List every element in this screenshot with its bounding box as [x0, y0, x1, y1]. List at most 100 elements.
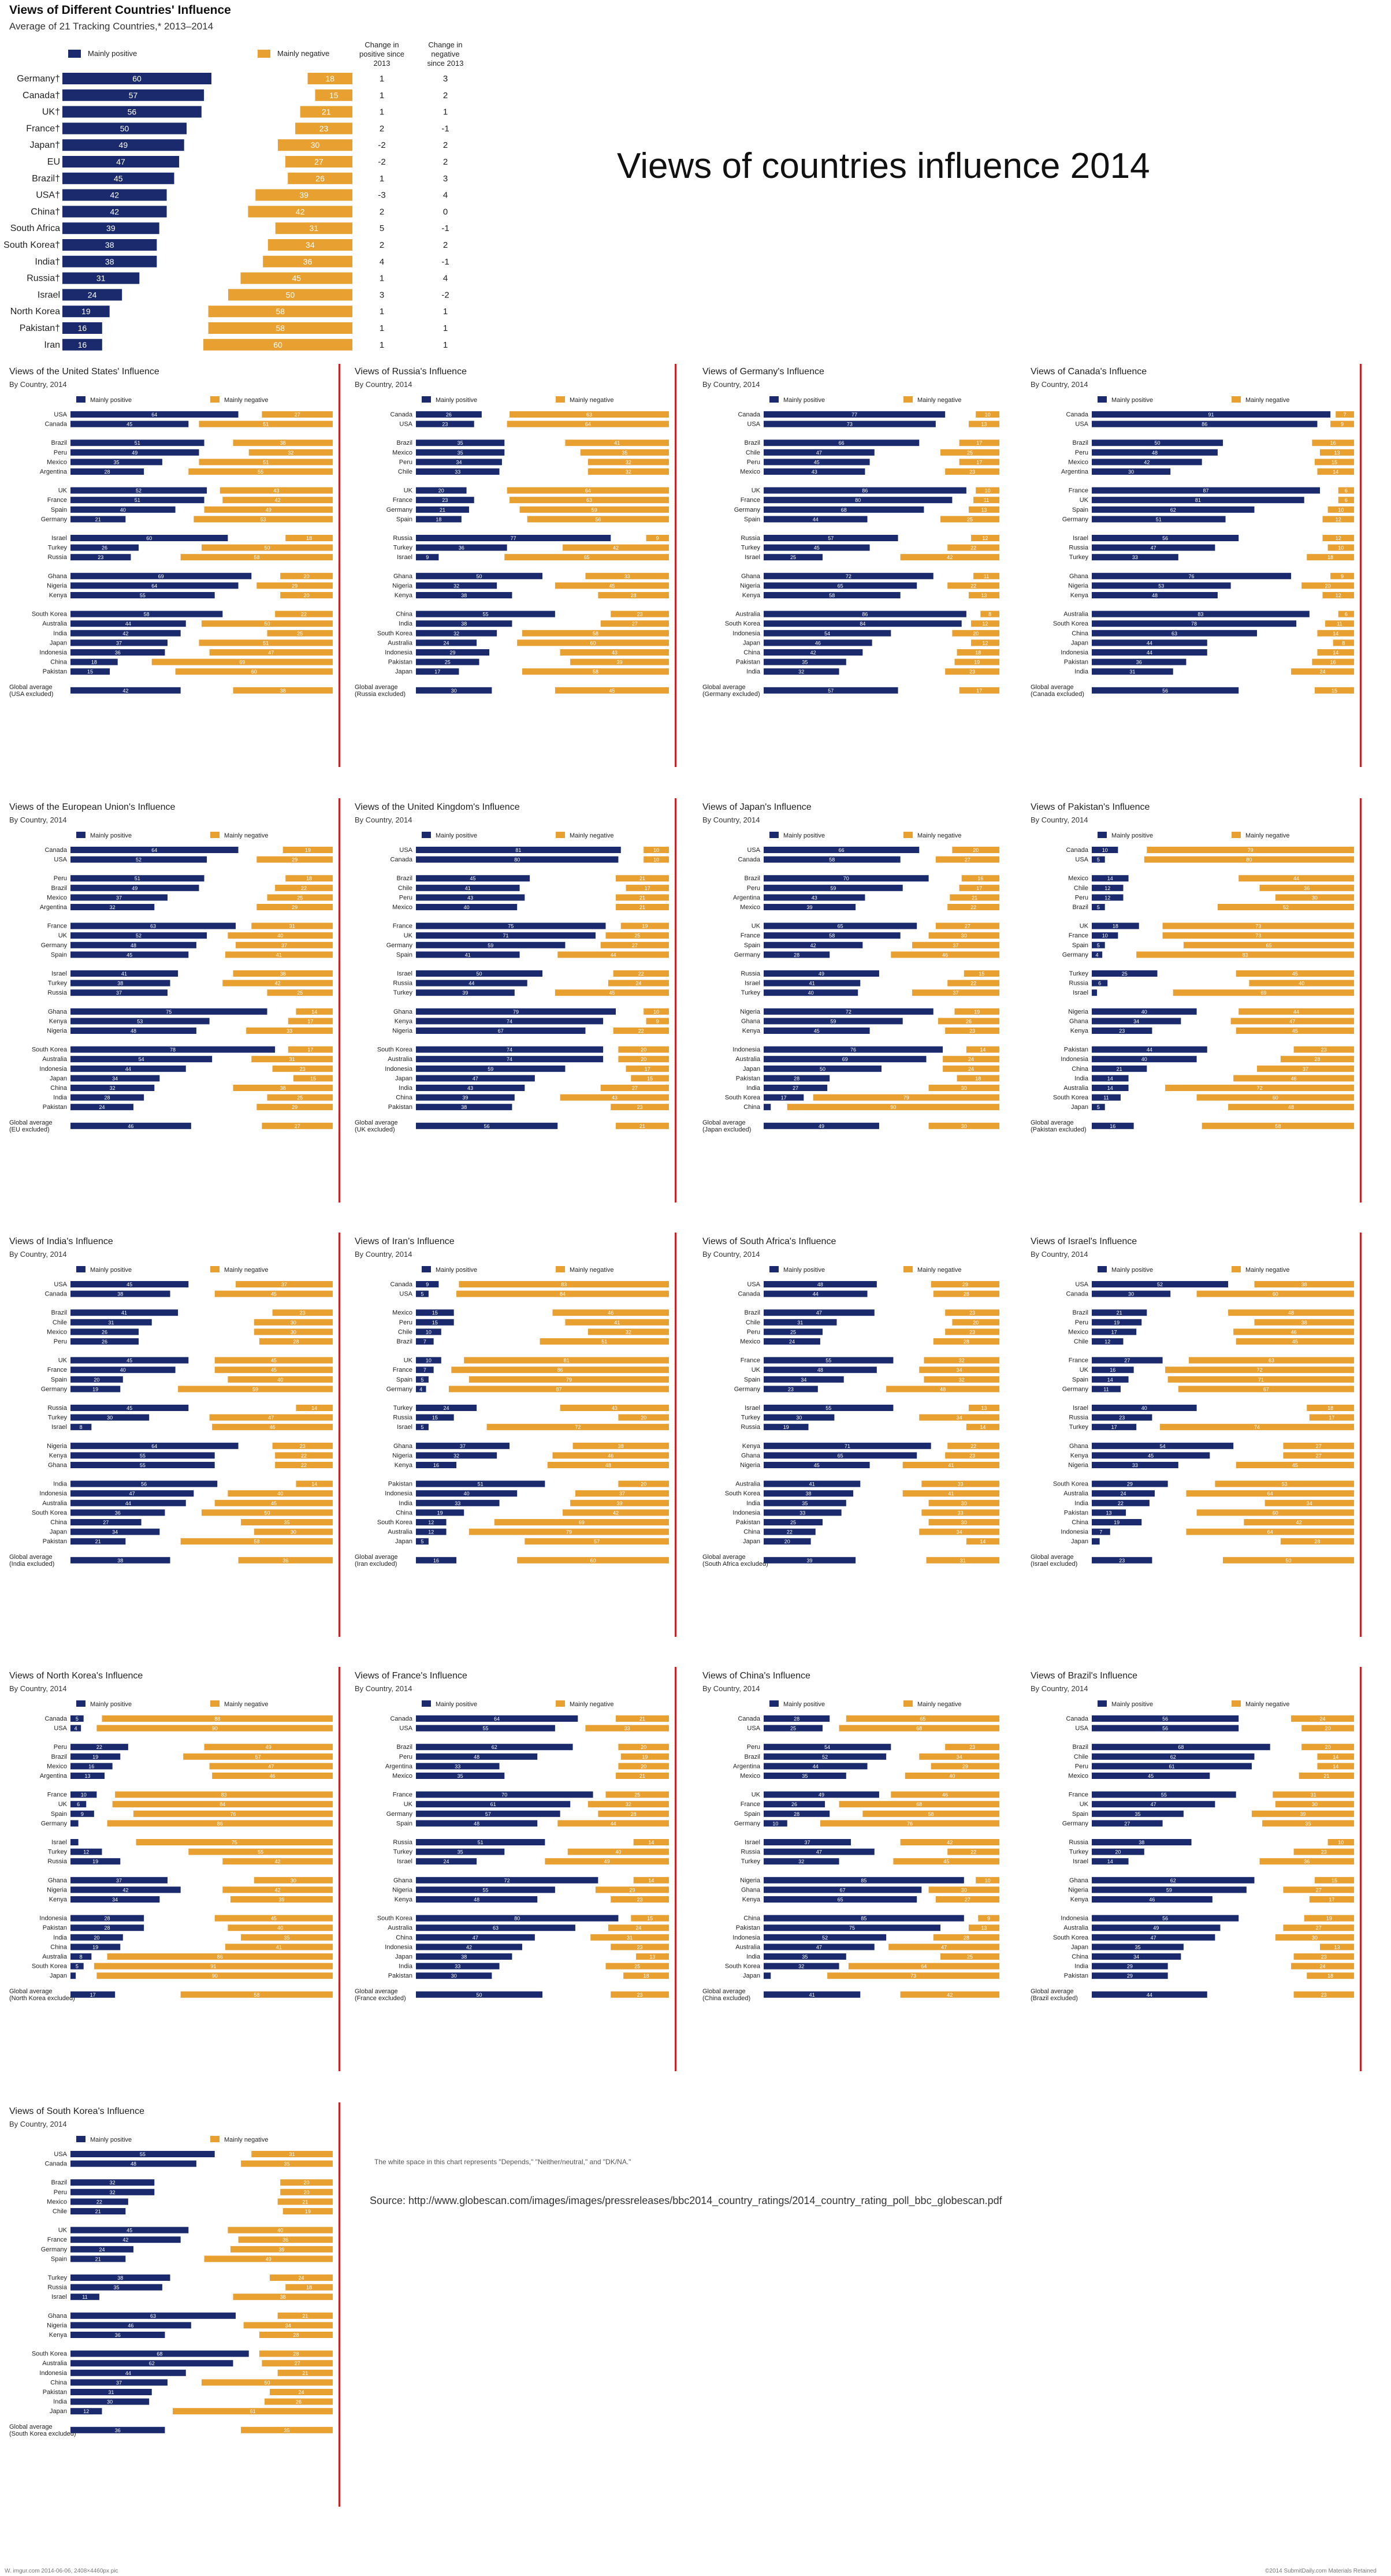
- panel-positive-bar: [416, 1944, 522, 1950]
- panel-negative-bar: [893, 1858, 999, 1865]
- panel-negative-value: 10: [985, 1878, 991, 1883]
- panel-category-label: Israel: [745, 1405, 760, 1412]
- panel-positive-bar: [764, 1725, 823, 1732]
- panel-positive-bar: [764, 932, 901, 939]
- summary-positive-bar: [62, 255, 157, 267]
- panel-negative-value: 63: [1269, 1358, 1274, 1364]
- panel-category-label: Australia: [388, 1529, 413, 1536]
- panel-category-label: South Korea: [1053, 1481, 1089, 1488]
- panel-legend-positive: Mainly positive: [90, 1701, 132, 1708]
- summary-negative-bar: [255, 189, 352, 201]
- panel-category-label: Turkey: [48, 1414, 68, 1421]
- panel-negative-bar: [230, 1896, 333, 1903]
- panel-negative-value: 81: [564, 1358, 570, 1364]
- panel-category-label: Germany: [734, 1386, 761, 1393]
- panel-negative-value: 23: [969, 1310, 975, 1316]
- panel-legend-positive: Mainly positive: [436, 1267, 477, 1274]
- panel-positive-bar: [70, 1509, 165, 1516]
- panel-positive-value: 9: [81, 1811, 84, 1817]
- panel-category-label: USA: [399, 421, 412, 428]
- panel-category-label: Japan: [1071, 639, 1088, 646]
- panel-positive-bar: [764, 1509, 842, 1516]
- panel-negative-bar: [557, 951, 669, 958]
- panel-category-label: Turkey: [393, 1849, 413, 1856]
- col-head-negative: Change in negative since 2013: [427, 40, 464, 68]
- panel-category-label: Turkey: [48, 1849, 68, 1856]
- panel-category-label: UK: [58, 2227, 68, 2234]
- panel-category-label: France: [393, 1367, 412, 1373]
- panel-positive-bar: [416, 1338, 434, 1345]
- panel-legend-negative: Mainly negative: [224, 397, 268, 404]
- panel-negative-value: 16: [1330, 440, 1336, 446]
- panel-negative-value: 47: [1289, 1018, 1295, 1024]
- panel-positive-value: 22: [787, 1529, 793, 1535]
- panel-positive-value: 36: [1136, 660, 1142, 665]
- panel-negative-value: 28: [1314, 1539, 1320, 1544]
- panel-category-label: India: [746, 1500, 761, 1507]
- panel-positive-bar: [416, 1367, 434, 1373]
- panel-positive-bar: [1092, 1122, 1134, 1129]
- panel-negative-value: 32: [626, 459, 631, 465]
- panel-positive-bar: [416, 932, 596, 939]
- panel-category-label: Mexico: [392, 1773, 412, 1780]
- panel-negative-value: 21: [639, 1716, 645, 1722]
- panel-negative-bar: [1215, 1480, 1354, 1487]
- panel-positive-value: 24: [444, 1405, 449, 1411]
- panel-positive-value: 81: [1195, 497, 1201, 503]
- panel-negative-bar: [952, 630, 999, 636]
- panel-positive-value: 39: [462, 1095, 468, 1101]
- panel-category-label: Ghana: [48, 573, 68, 580]
- panel-negative-bar: [272, 1442, 333, 1449]
- panel-negative-bar: [204, 2255, 333, 2262]
- panel-negative-value: 65: [920, 1716, 925, 1722]
- panel-category-label: Ghana: [393, 1877, 413, 1884]
- panel-category-label: Canada: [390, 857, 412, 863]
- panel-category-label: Ghana: [1069, 1018, 1089, 1025]
- panel-category-label: Nigeria: [47, 1028, 68, 1034]
- panel-positive-value: 64: [151, 1443, 157, 1449]
- panel-category-label: China: [743, 1529, 761, 1536]
- panel-negative-bar: [280, 2188, 333, 2195]
- panel-category-label: Kenya: [1070, 592, 1089, 599]
- panel-category-label: India: [1074, 1500, 1089, 1507]
- panel-negative-value: 9: [1341, 422, 1344, 427]
- panel-category-label: Germany: [41, 2246, 68, 2253]
- source-note: Source: http://www.globescan.com/images/…: [370, 2195, 1002, 2206]
- panel-negative-bar: [919, 1414, 999, 1421]
- panel-positive-value: 40: [808, 990, 814, 996]
- panel-positive-value: 72: [846, 1009, 851, 1015]
- panel-negative-bar: [241, 1934, 333, 1941]
- panel-negative-value: 13: [981, 422, 987, 427]
- panel-positive-bar: [70, 1801, 87, 1808]
- panel-positive-bar: [416, 497, 474, 504]
- panel-positive-value: 18: [436, 516, 441, 522]
- panel-positive-value: 53: [1158, 583, 1164, 589]
- panel-negative-value: 17: [976, 688, 982, 694]
- panel-negative-value: 21: [302, 2370, 308, 2376]
- panel-positive-value: 40: [464, 904, 470, 910]
- panel-positive-value: 44: [468, 981, 474, 987]
- panel-negative-value: 28: [1314, 1056, 1320, 1062]
- panel-positive-value: 45: [127, 422, 132, 427]
- panel-negative-bar: [947, 1848, 999, 1855]
- panel-positive-bar: [70, 1934, 123, 1941]
- panel-negative-value: 44: [611, 1821, 616, 1826]
- panel-negative-value: 43: [612, 1405, 618, 1411]
- panel-positive-bar: [70, 1953, 92, 1960]
- panel-category-label: Turkey: [393, 545, 413, 552]
- panel-negative-value: 40: [277, 1377, 283, 1383]
- summary-category-label: Iran: [44, 340, 60, 350]
- panel-positive-value: 44: [1147, 1992, 1152, 1998]
- panel-negative-bar: [267, 1094, 333, 1101]
- panel-negative-value: 32: [626, 1329, 631, 1335]
- panel-negative-bar: [254, 1877, 333, 1883]
- panel-negative-bar: [971, 535, 999, 541]
- panel-negative-bar: [456, 1290, 669, 1297]
- panel-category-label: Mexico: [392, 1309, 412, 1316]
- panel-positive-value: 20: [94, 1377, 99, 1383]
- panel-category-label: India: [53, 630, 68, 637]
- summary-category-label: UK†: [42, 107, 60, 117]
- panel-positive-bar: [764, 1008, 933, 1015]
- panel-negative-value: 17: [1329, 1897, 1334, 1903]
- panel-category-label: Global average: [355, 1119, 398, 1126]
